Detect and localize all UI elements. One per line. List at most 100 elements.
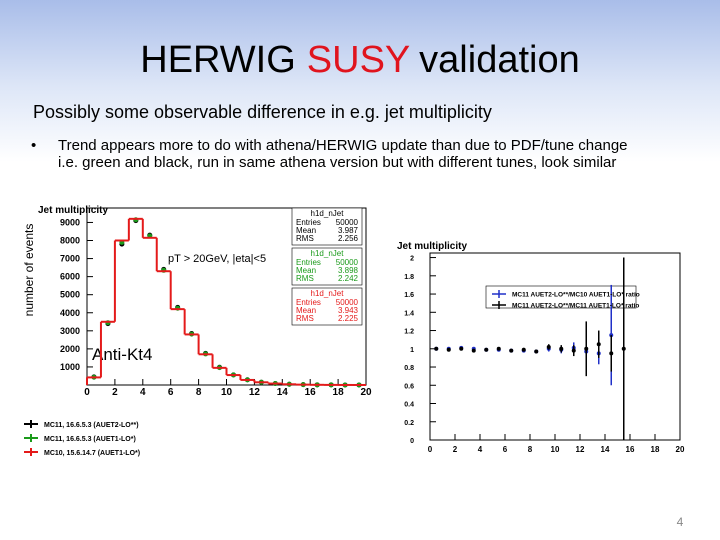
stats-label: Mean bbox=[296, 306, 316, 315]
chart-title: Jet multiplicity bbox=[397, 241, 467, 252]
stats-label: Mean bbox=[296, 266, 316, 275]
point bbox=[496, 346, 501, 351]
stats-label: RMS bbox=[296, 234, 314, 243]
stats-value: 50000 bbox=[336, 218, 359, 227]
y-tick-label: 7000 bbox=[60, 254, 80, 264]
stats-value: 2.225 bbox=[338, 314, 359, 323]
subtitle: Possibly some observable difference in e… bbox=[33, 102, 492, 122]
x-tick-label: 20 bbox=[676, 445, 685, 454]
point bbox=[534, 349, 539, 354]
stats-box bbox=[291, 247, 363, 286]
x-tick-label: 10 bbox=[551, 445, 560, 454]
y-tick-label: 0.2 bbox=[404, 420, 414, 427]
x-tick-label: 10 bbox=[221, 387, 233, 398]
y-axis-label: number of events bbox=[22, 224, 36, 317]
x-tick-label: 0 bbox=[428, 445, 433, 454]
y-tick-label: 1000 bbox=[60, 362, 80, 372]
stats-value: 2.256 bbox=[338, 234, 359, 243]
stats-label: Entries bbox=[296, 218, 321, 227]
stats-value: 50000 bbox=[336, 298, 359, 307]
y-tick-label: 5000 bbox=[60, 290, 80, 300]
point bbox=[459, 346, 464, 351]
stats-value: 50000 bbox=[336, 258, 359, 267]
x-tick-label: 8 bbox=[196, 387, 202, 398]
x-tick-label: 6 bbox=[168, 387, 174, 398]
x-tick-label: 4 bbox=[478, 445, 483, 454]
stats-label: RMS bbox=[296, 274, 314, 283]
legend-canvas bbox=[18, 415, 155, 468]
legend-label: MC11, 16.6.5.3 (AUET1-LO*) bbox=[44, 436, 136, 443]
annotation: Anti-Kt4 bbox=[92, 345, 152, 364]
x-tick-label: 2 bbox=[453, 445, 458, 454]
x-tick-label: 14 bbox=[601, 445, 610, 454]
point bbox=[509, 348, 514, 353]
point bbox=[484, 347, 489, 352]
legend-label: MC11 AUET2-LO**/MC11 AUET1-LO* ratio bbox=[512, 303, 639, 310]
stats-value: 3.987 bbox=[338, 226, 359, 235]
point bbox=[621, 346, 626, 351]
point bbox=[446, 347, 451, 352]
point bbox=[434, 346, 439, 351]
title-word: validation bbox=[419, 39, 580, 81]
y-tick-label: 2000 bbox=[60, 344, 80, 354]
y-tick-label: 3000 bbox=[60, 326, 80, 336]
x-tick-label: 12 bbox=[249, 387, 261, 398]
stats-value: 3.943 bbox=[338, 306, 359, 315]
y-tick-label: 1.2 bbox=[404, 329, 414, 336]
point bbox=[546, 344, 551, 349]
y-tick-label: 9000 bbox=[60, 217, 80, 227]
point bbox=[571, 348, 576, 353]
bullet-text: Trend appears more to do with athena/HER… bbox=[58, 137, 628, 154]
point bbox=[596, 342, 601, 347]
y-tick-label: 6000 bbox=[60, 272, 80, 282]
plot-canvas bbox=[385, 238, 700, 470]
legend-box bbox=[485, 285, 637, 309]
page-number: 4 bbox=[677, 515, 684, 529]
legend-label: MC11, 16.6.5.3 (AUET2-LO**) bbox=[44, 422, 139, 429]
legend-label: MC10, 15.6.14.7 (AUET1-LO*) bbox=[44, 450, 140, 457]
annotation: pT > 20GeV, |eta|<5 bbox=[168, 253, 266, 265]
x-tick-label: 8 bbox=[528, 445, 533, 454]
bullet-dot: • bbox=[31, 137, 36, 154]
y-tick-label: 0.8 bbox=[404, 365, 414, 372]
stats-box bbox=[291, 287, 363, 326]
slide-title: HERWIG SUSY validation bbox=[140, 39, 579, 81]
x-tick-label: 18 bbox=[651, 445, 660, 454]
x-tick-label: 18 bbox=[333, 387, 345, 398]
x-tick-label: 6 bbox=[503, 445, 508, 454]
x-tick-label: 16 bbox=[626, 445, 635, 454]
x-tick-label: 12 bbox=[576, 445, 585, 454]
chart-title: Jet multiplicity bbox=[38, 205, 108, 216]
stats-title: h1d_nJet bbox=[311, 209, 345, 218]
stats-label: Entries bbox=[296, 298, 321, 307]
stats-value: 3.898 bbox=[338, 266, 359, 275]
stats-label: Entries bbox=[296, 258, 321, 267]
point bbox=[521, 347, 526, 352]
point bbox=[609, 351, 614, 356]
y-tick-label: 8000 bbox=[60, 236, 80, 246]
legend-label: MC11 AUET2-LO**/MC10 AUET1-LO* ratio bbox=[512, 292, 640, 299]
y-tick-label: 0.4 bbox=[404, 402, 414, 409]
title-word: HERWIG bbox=[140, 39, 296, 81]
stats-title: h1d_nJet bbox=[311, 289, 345, 298]
y-tick-label: 1.6 bbox=[404, 292, 414, 299]
x-tick-label: 4 bbox=[140, 387, 146, 398]
y-tick-label: 1.8 bbox=[404, 274, 414, 281]
y-tick-label: 0.6 bbox=[404, 383, 414, 390]
stats-title: h1d_nJet bbox=[311, 249, 345, 258]
x-tick-label: 16 bbox=[305, 387, 317, 398]
point bbox=[584, 346, 589, 351]
x-tick-label: 2 bbox=[112, 387, 118, 398]
x-tick-label: 0 bbox=[84, 387, 90, 398]
x-tick-label: 20 bbox=[360, 387, 372, 398]
point bbox=[559, 346, 564, 351]
y-tick-label: 2 bbox=[410, 256, 414, 263]
title-word: SUSY bbox=[307, 39, 410, 81]
stats-label: RMS bbox=[296, 314, 314, 323]
point bbox=[471, 348, 476, 353]
stats-value: 2.242 bbox=[338, 274, 359, 283]
y-tick-label: 1.4 bbox=[404, 310, 414, 317]
y-tick-label: 1 bbox=[410, 347, 414, 354]
